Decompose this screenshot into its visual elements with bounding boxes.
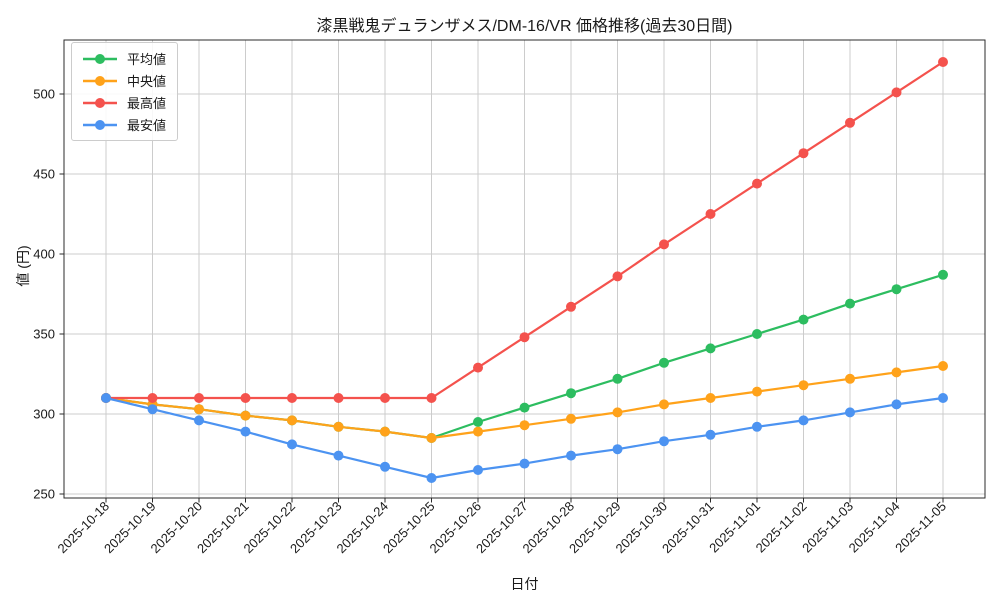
- data-point-min: [752, 421, 762, 432]
- data-point-median: [612, 407, 623, 418]
- data-point-max: [891, 87, 902, 98]
- gridlines: [64, 40, 985, 498]
- data-point-min: [147, 404, 158, 415]
- data-point-median: [938, 361, 948, 371]
- data-point-min: [938, 393, 948, 403]
- legend-marker-min-icon: [83, 119, 117, 130]
- data-point-min: [287, 439, 297, 450]
- data-point-median: [426, 433, 437, 443]
- data-point-min: [380, 461, 390, 472]
- data-point-min: [659, 436, 669, 447]
- data-point-min: [240, 426, 251, 437]
- data-point-median: [659, 399, 669, 410]
- legend-marker-max-icon: [83, 97, 117, 108]
- data-point-median: [240, 410, 251, 421]
- data-point-average: [659, 357, 669, 368]
- data-point-min: [194, 415, 204, 426]
- data-point-min: [101, 393, 111, 403]
- y-tick-label: 350: [33, 327, 55, 342]
- data-point-max: [659, 239, 669, 250]
- data-point-max: [938, 57, 948, 67]
- data-point-average: [612, 373, 623, 384]
- x-tick-label: 2025-11-05: [892, 499, 949, 556]
- legend-label-average: 平均値: [127, 52, 167, 67]
- data-point-min: [426, 473, 437, 483]
- legend: 平均値 中央値 最高値 最安値: [71, 42, 179, 141]
- data-point-average: [752, 329, 762, 339]
- data-point-average: [566, 388, 576, 399]
- y-tick-label: 500: [33, 87, 55, 102]
- data-point-min: [333, 450, 344, 461]
- axis-ticks: 2025-10-182025-10-192025-10-202025-10-21…: [33, 87, 949, 557]
- data-point-median: [194, 404, 204, 415]
- data-point-average: [891, 284, 902, 295]
- data-point-max: [194, 393, 204, 403]
- data-point-min: [612, 444, 623, 455]
- series-min: [101, 393, 948, 483]
- data-point-median: [287, 415, 297, 426]
- data-point-max: [705, 209, 716, 219]
- legend-item-average: 平均値: [81, 49, 166, 68]
- data-point-median: [473, 426, 483, 437]
- data-point-max: [426, 393, 437, 403]
- data-point-min: [473, 465, 483, 475]
- data-point-median: [752, 386, 762, 397]
- legend-label-max: 最高値: [127, 96, 167, 111]
- data-point-max: [519, 332, 530, 343]
- data-point-median: [566, 413, 576, 424]
- data-point-median: [845, 373, 855, 384]
- data-point-max: [612, 271, 623, 282]
- y-axis-label: 値 (円): [15, 245, 31, 287]
- data-point-median: [380, 426, 390, 437]
- data-point-median: [333, 421, 344, 432]
- chart-title: 漆黒戦鬼デュランザメス/DM-16/VR 価格推移(過去30日間): [316, 18, 733, 35]
- data-point-median: [891, 367, 902, 378]
- data-point-min: [705, 429, 716, 440]
- data-point-median: [519, 420, 530, 431]
- data-point-average: [938, 269, 948, 280]
- legend-marker-median-icon: [83, 75, 117, 86]
- data-point-max: [240, 393, 251, 403]
- legend-item-min: 最安値: [81, 115, 166, 134]
- legend-item-max: 最高値: [81, 93, 166, 112]
- data-point-max: [566, 301, 576, 312]
- data-point-min: [891, 399, 902, 410]
- data-point-median: [798, 380, 809, 391]
- y-tick-label: 450: [33, 167, 55, 182]
- legend-label-min: 最安値: [127, 118, 167, 133]
- data-point-average: [705, 343, 716, 354]
- data-point-median: [705, 393, 716, 403]
- data-point-average: [519, 402, 530, 413]
- data-point-max: [380, 393, 390, 403]
- data-point-average: [473, 417, 483, 427]
- y-tick-label: 400: [33, 247, 55, 262]
- legend-marker-average-icon: [83, 53, 117, 64]
- data-point-min: [566, 450, 576, 461]
- series-median: [101, 361, 948, 443]
- data-point-max: [752, 178, 762, 189]
- data-point-average: [845, 298, 855, 309]
- y-tick-label: 250: [33, 487, 55, 502]
- legend-label-median: 中央値: [127, 74, 167, 89]
- y-tick-label: 300: [33, 407, 55, 422]
- data-point-max: [798, 148, 809, 159]
- series-max: [101, 57, 948, 403]
- data-point-max: [287, 393, 297, 403]
- data-point-max: [147, 393, 158, 403]
- x-axis-label: 日付: [510, 576, 539, 592]
- data-point-min: [798, 415, 809, 426]
- data-point-max: [333, 393, 344, 403]
- data-point-max: [473, 362, 483, 373]
- data-point-min: [519, 458, 530, 469]
- legend-item-median: 中央値: [81, 71, 166, 90]
- data-point-max: [845, 117, 855, 128]
- data-point-min: [845, 407, 855, 418]
- data-point-average: [798, 314, 809, 325]
